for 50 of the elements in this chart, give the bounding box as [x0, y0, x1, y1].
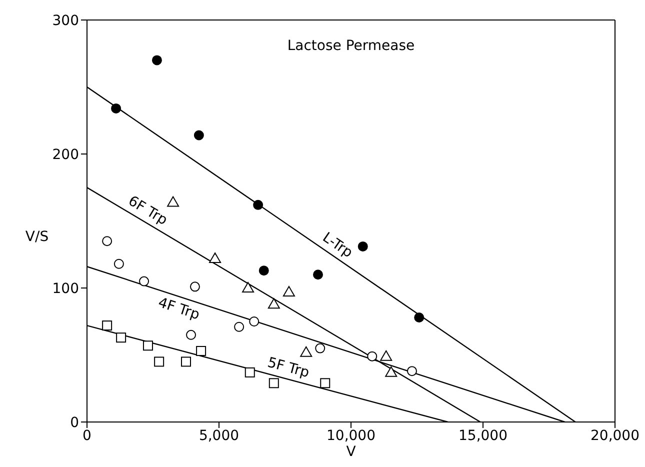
text: Lactose Permease: [287, 38, 415, 54]
y-tick-label: 0: [70, 414, 79, 431]
point: [300, 346, 312, 357]
point: [367, 351, 378, 362]
point: [142, 340, 153, 351]
point: [152, 55, 162, 66]
point: [385, 366, 398, 377]
point: [282, 286, 295, 297]
point: [209, 252, 222, 264]
y-tick-label: 100: [52, 280, 79, 297]
x-tick-label: 10,000: [326, 428, 376, 444]
point: [313, 270, 323, 280]
y-tick-label: 300: [52, 12, 79, 29]
point: [102, 320, 112, 331]
x-tick-label: 15,000: [458, 428, 508, 444]
point: [114, 258, 124, 269]
point: [181, 356, 191, 367]
point: [186, 330, 196, 340]
y-axis-title: V/S: [25, 229, 49, 246]
point: [380, 350, 392, 361]
text: 5F Trp: [266, 354, 312, 382]
x-axis-title: V: [346, 444, 356, 460]
point: [139, 276, 150, 286]
x-tick-label: 0: [82, 428, 92, 444]
point: [315, 343, 326, 354]
point: [190, 282, 200, 292]
text: 4F Trp: [156, 294, 202, 324]
point: [258, 266, 269, 276]
point: [406, 366, 417, 376]
x-tick-label: 5,000: [198, 428, 240, 444]
point: [167, 196, 180, 207]
y-tick-label: 200: [52, 146, 79, 163]
point: [116, 332, 126, 343]
point: [268, 378, 279, 388]
text: 6F Trp: [125, 193, 170, 229]
point: [242, 282, 254, 292]
point: [196, 346, 206, 356]
point: [358, 241, 368, 252]
point: [102, 236, 112, 246]
point: [414, 312, 424, 322]
point: [194, 130, 204, 140]
point: [154, 356, 164, 367]
point: [268, 298, 280, 309]
point: [244, 367, 255, 378]
point: [111, 103, 122, 114]
point: [253, 200, 264, 210]
point: [234, 322, 244, 332]
x-tick-label: 20,000: [590, 428, 640, 444]
point: [249, 316, 260, 326]
point: [320, 378, 330, 388]
